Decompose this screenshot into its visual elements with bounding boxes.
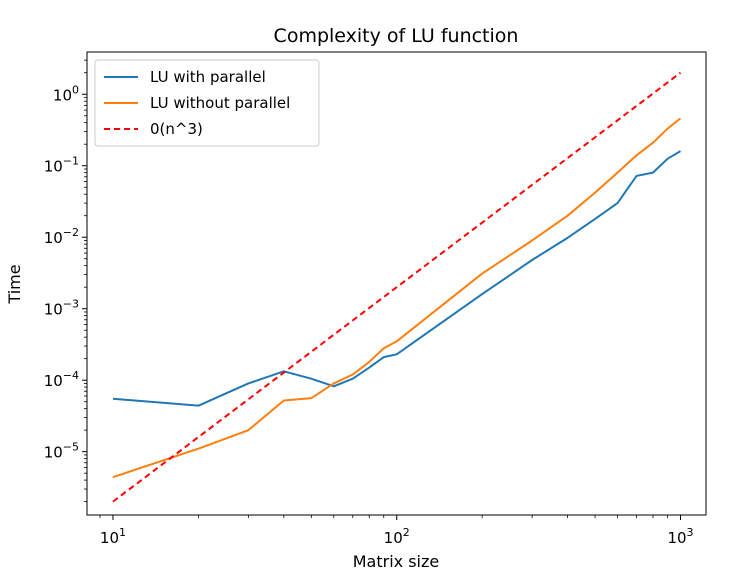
y-tick-label-2: 10−3 (44, 298, 79, 319)
y-tick-exponent: −1 (63, 155, 79, 168)
y-tick-label-5: 100 (53, 83, 79, 104)
series-line-1 (112, 117, 682, 479)
y-tick-base: 10 (53, 86, 72, 104)
y-tick-exponent: −3 (63, 298, 79, 311)
series-line-2 (112, 71, 682, 503)
x-tick-exponent: 1 (119, 526, 126, 539)
y-tick-exponent: −2 (63, 226, 79, 239)
x-tick-base: 10 (100, 529, 119, 547)
series-line-0 (112, 150, 681, 407)
x-tick-exponent: 2 (403, 526, 410, 539)
x-tick-exponent: 3 (687, 526, 694, 539)
x-tick-label-0: 101 (100, 526, 126, 547)
legend-label-0: LU with parallel (150, 68, 266, 86)
x-axis-label: Matrix size (353, 552, 439, 571)
y-tick-base: 10 (44, 372, 63, 390)
legend-label-1: LU without parallel (150, 94, 290, 112)
series-layer (112, 71, 682, 503)
y-tick-exponent: −4 (63, 369, 79, 382)
x-axis-ticks: 101 102 103 (99, 515, 694, 547)
y-axis-label: Time (5, 264, 24, 304)
y-tick-label-3: 10−2 (44, 226, 79, 247)
y-tick-label-1: 10−4 (44, 369, 79, 390)
y-tick-base: 10 (44, 301, 63, 319)
x-tick-label-2: 103 (667, 526, 693, 547)
x-tick-base: 10 (667, 529, 686, 547)
y-tick-exponent: 0 (72, 83, 79, 96)
y-tick-base: 10 (44, 444, 63, 462)
y-tick-base: 10 (44, 158, 63, 176)
legend-box (94, 59, 320, 147)
y-tick-base: 10 (44, 229, 63, 247)
y-tick-label-4: 10−1 (44, 155, 79, 176)
chart-title: Complexity of LU function (274, 25, 519, 47)
y-tick-exponent: −5 (63, 441, 79, 454)
legend-label-2: 0(n^3) (150, 120, 203, 138)
x-tick-base: 10 (384, 529, 403, 547)
x-tick-label-1: 102 (384, 526, 410, 547)
y-tick-label-0: 10−5 (44, 441, 79, 462)
legend: LU with parallel LU without parallel 0(n^3… (94, 59, 320, 147)
